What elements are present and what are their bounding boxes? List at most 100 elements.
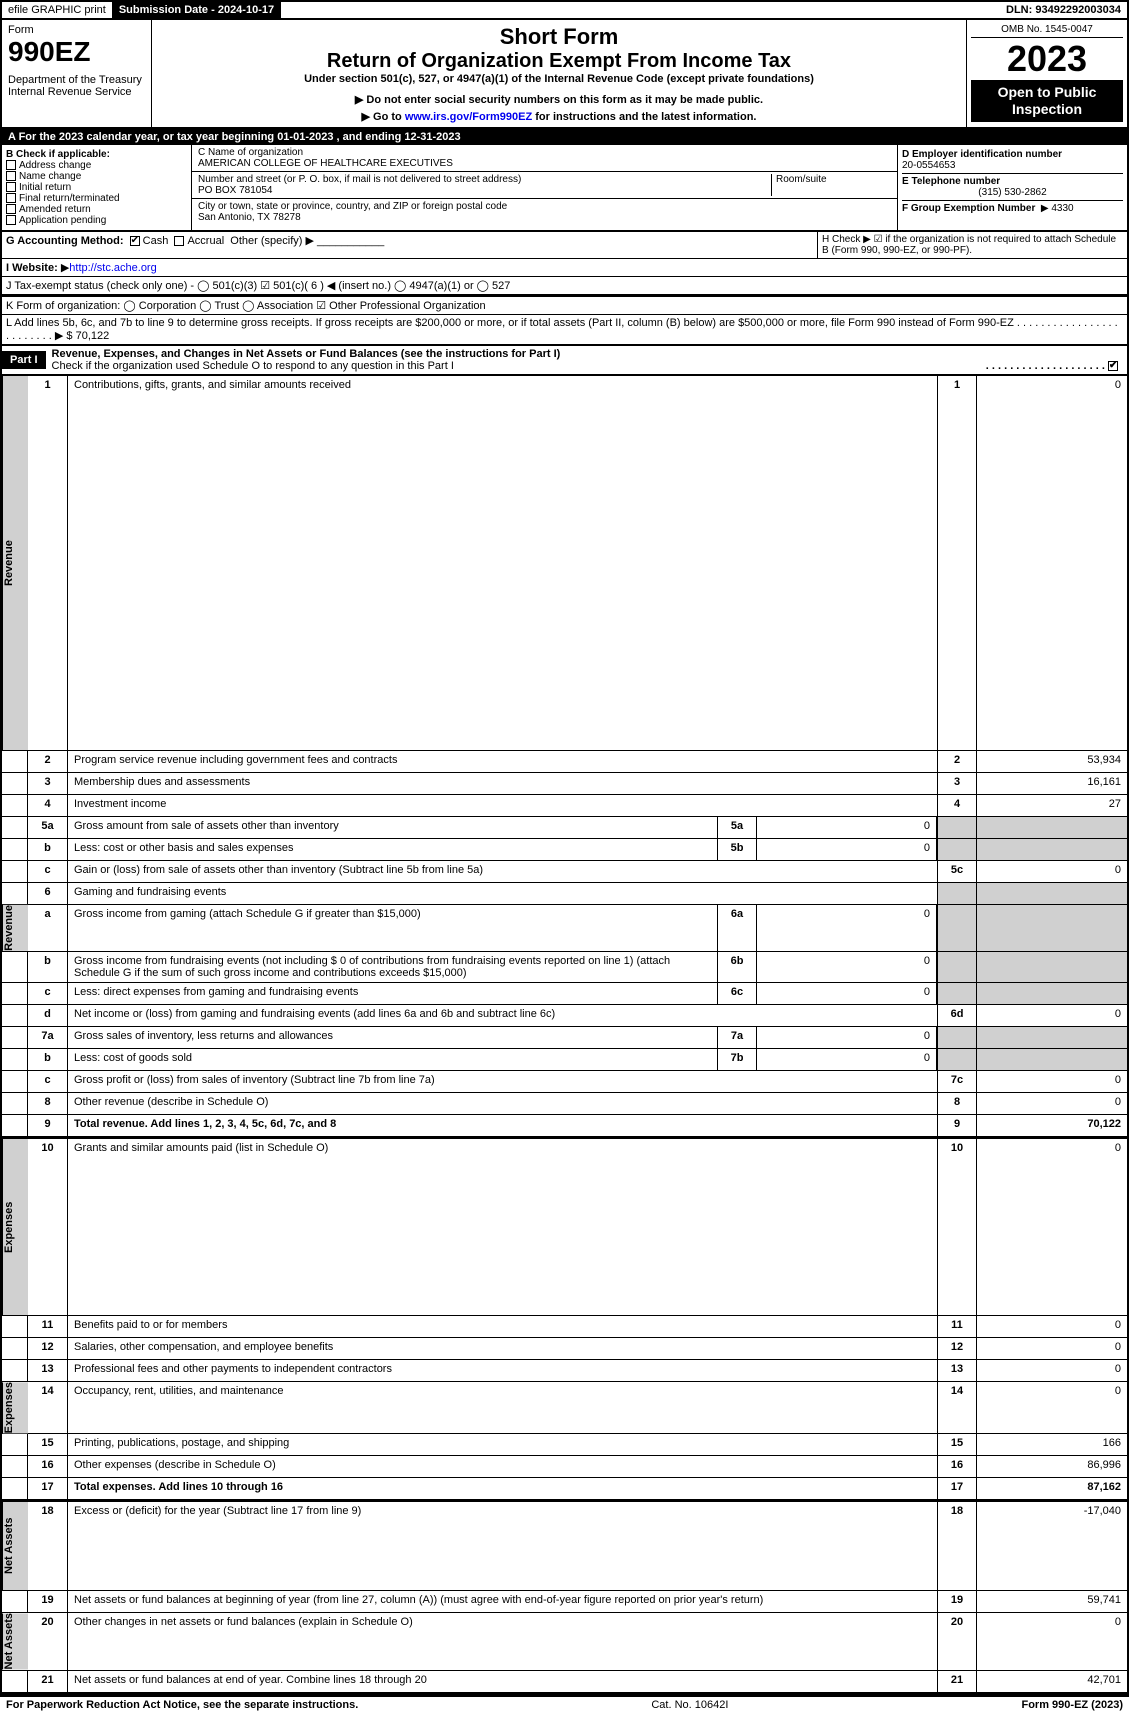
right-line-number: 5c	[937, 861, 977, 882]
line-value: 42,701	[977, 1671, 1127, 1692]
right-line-number: 19	[937, 1591, 977, 1612]
b-label: B Check if applicable:	[6, 149, 110, 160]
line-row: 7aGross sales of inventory, less returns…	[2, 1027, 1127, 1049]
chk-address[interactable]	[6, 160, 16, 170]
chk-accrual[interactable]	[174, 236, 184, 246]
line-value	[977, 817, 1127, 838]
side-label: Revenue	[2, 905, 28, 951]
b-name: Name change	[19, 171, 81, 182]
right-line-number	[937, 1049, 977, 1070]
line-row: cLess: direct expenses from gaming and f…	[2, 983, 1127, 1005]
line-value: 27	[977, 795, 1127, 816]
line-number: 16	[28, 1456, 68, 1477]
line-row: 21Net assets or fund balances at end of …	[2, 1671, 1127, 1693]
right-line-number: 17	[937, 1478, 977, 1499]
right-line-number: 9	[937, 1115, 977, 1136]
side-label: Expenses	[2, 1139, 28, 1315]
line-value: 86,996	[977, 1456, 1127, 1477]
line-desc: Contributions, gifts, grants, and simila…	[68, 376, 937, 750]
line-number: 21	[28, 1671, 68, 1692]
line-number: c	[28, 1071, 68, 1092]
group-label: F Group Exemption Number	[902, 203, 1035, 214]
line-number: 15	[28, 1434, 68, 1455]
chk-amended[interactable]	[6, 204, 16, 214]
line-value: 0	[977, 1382, 1127, 1433]
right-line-number: 11	[937, 1316, 977, 1337]
line-number: 11	[28, 1316, 68, 1337]
line-row: Net Assets20Other changes in net assets …	[2, 1613, 1127, 1670]
side-label: Net Assets	[2, 1613, 28, 1669]
omb-number: OMB No. 1545-0047	[971, 22, 1123, 38]
line-row: 9Total revenue. Add lines 1, 2, 3, 4, 5c…	[2, 1115, 1127, 1137]
line-desc: Professional fees and other payments to …	[68, 1360, 937, 1381]
line-desc: Other changes in net assets or fund bala…	[68, 1613, 937, 1669]
efile-label[interactable]: efile GRAPHIC print	[2, 2, 113, 18]
net-assets-table: Net Assets18Excess or (deficit) for the …	[0, 1500, 1129, 1694]
line-number: c	[28, 861, 68, 882]
irs-link[interactable]: www.irs.gov/Form990EZ	[405, 111, 532, 123]
sub-line-value: 0	[757, 905, 937, 951]
line-a: A For the 2023 calendar year, or tax yea…	[0, 129, 1129, 145]
line-number: a	[28, 905, 68, 951]
group-value: 4330	[1051, 203, 1073, 214]
right-line-number: 7c	[937, 1071, 977, 1092]
line-desc: Gain or (loss) from sale of assets other…	[68, 861, 937, 882]
line-row: 6Gaming and fundraising events	[2, 883, 1127, 905]
short-form-title: Short Form	[156, 24, 962, 50]
room-label: Room/suite	[776, 174, 827, 185]
line-desc: Less: direct expenses from gaming and fu…	[68, 983, 717, 1004]
phone-label: E Telephone number	[902, 176, 1000, 187]
right-line-number: 4	[937, 795, 977, 816]
col-c: C Name of organization AMERICAN COLLEGE …	[192, 145, 897, 230]
chk-cash[interactable]	[130, 236, 140, 246]
form-label: Form	[8, 24, 145, 36]
line-number: 2	[28, 751, 68, 772]
chk-name[interactable]	[6, 171, 16, 181]
form-number: 990EZ	[8, 36, 145, 68]
line-row: 19Net assets or fund balances at beginni…	[2, 1591, 1127, 1613]
part1-label: Part I	[2, 351, 46, 369]
c-name-label: C Name of organization	[198, 147, 303, 158]
line-value: 0	[977, 1338, 1127, 1359]
line-desc: Net income or (loss) from gaming and fun…	[68, 1005, 937, 1026]
line-desc: Gross income from fundraising events (no…	[68, 952, 717, 982]
right-line-number: 15	[937, 1434, 977, 1455]
part1-header: Part I Revenue, Expenses, and Changes in…	[0, 346, 1129, 376]
line-desc: Occupancy, rent, utilities, and maintena…	[68, 1382, 937, 1433]
ein-value: 20-0554653	[902, 160, 955, 171]
line-number: 6	[28, 883, 68, 904]
line-row: cGross profit or (loss) from sales of in…	[2, 1071, 1127, 1093]
line-number: b	[28, 952, 68, 982]
b-amended: Amended return	[19, 204, 91, 215]
right-line-number: 14	[937, 1382, 977, 1433]
line-row: cGain or (loss) from sale of assets othe…	[2, 861, 1127, 883]
line-l-text: L Add lines 5b, 6c, and 7b to line 9 to …	[6, 317, 1014, 329]
line-desc: Total revenue. Add lines 1, 2, 3, 4, 5c,…	[68, 1115, 937, 1136]
footer-mid: Cat. No. 10642I	[651, 1699, 728, 1711]
main-title: Return of Organization Exempt From Incom…	[156, 50, 962, 73]
line-desc: Less: cost of goods sold	[68, 1049, 717, 1070]
line-desc: Gross amount from sale of assets other t…	[68, 817, 717, 838]
line-number: 13	[28, 1360, 68, 1381]
line-value: 166	[977, 1434, 1127, 1455]
chk-initial[interactable]	[6, 182, 16, 192]
line-number: 19	[28, 1591, 68, 1612]
right-line-number: 16	[937, 1456, 977, 1477]
row-k: K Form of organization: ◯ Corporation ◯ …	[0, 295, 1129, 315]
line-value: 0	[977, 861, 1127, 882]
line-row: bLess: cost of goods sold7b0	[2, 1049, 1127, 1071]
line-desc: Net assets or fund balances at beginning…	[68, 1591, 937, 1612]
line-row: bLess: cost or other basis and sales exp…	[2, 839, 1127, 861]
website-link[interactable]: http://stc.ache.org	[69, 262, 156, 274]
form-header: Form 990EZ Department of the Treasury In…	[0, 20, 1129, 129]
chk-schedule-o[interactable]	[1108, 361, 1118, 371]
line-desc: Net assets or fund balances at end of ye…	[68, 1671, 937, 1692]
sub-line-label: 6a	[717, 905, 757, 951]
top-bar: efile GRAPHIC print Submission Date - 20…	[0, 0, 1129, 20]
chk-pending[interactable]	[6, 215, 16, 225]
line-value: 53,934	[977, 751, 1127, 772]
chk-final[interactable]	[6, 193, 16, 203]
right-line-number: 13	[937, 1360, 977, 1381]
submission-date: Submission Date - 2024-10-17	[113, 2, 281, 18]
line-row: 13Professional fees and other payments t…	[2, 1360, 1127, 1382]
